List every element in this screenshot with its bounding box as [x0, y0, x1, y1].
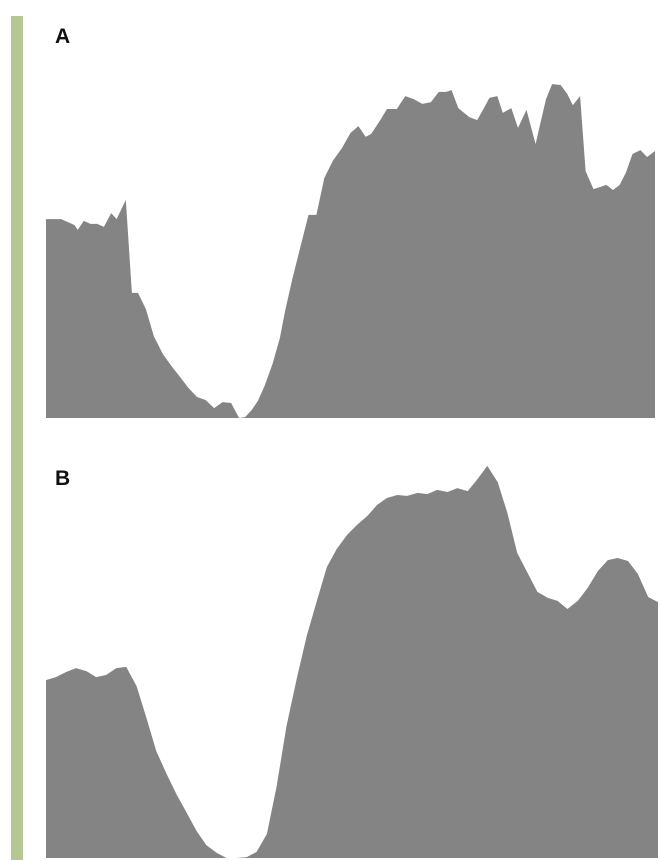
side-bar	[11, 16, 23, 860]
panel-label-a: A	[55, 25, 71, 48]
area-series-b	[46, 465, 658, 858]
panel-label-b: B	[55, 467, 71, 490]
area-series-a	[46, 84, 655, 418]
